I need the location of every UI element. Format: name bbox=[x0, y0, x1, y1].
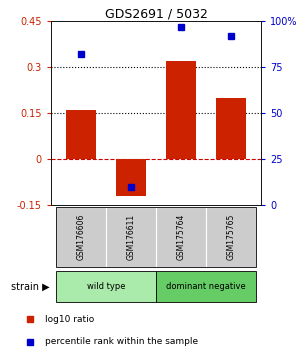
Text: dominant negative: dominant negative bbox=[166, 282, 246, 291]
Text: percentile rank within the sample: percentile rank within the sample bbox=[45, 337, 198, 346]
Text: GSM176611: GSM176611 bbox=[127, 214, 136, 260]
Bar bbox=[206, 207, 256, 267]
Text: strain ▶: strain ▶ bbox=[11, 281, 50, 292]
Bar bbox=[106, 207, 156, 267]
Text: GSM175764: GSM175764 bbox=[176, 214, 185, 260]
Bar bbox=[116, 159, 146, 196]
Text: GSM175765: GSM175765 bbox=[226, 214, 236, 260]
Text: log10 ratio: log10 ratio bbox=[45, 315, 94, 324]
Bar bbox=[156, 207, 206, 267]
Bar bbox=[216, 98, 246, 159]
Bar bbox=[56, 207, 256, 267]
Title: GDS2691 / 5032: GDS2691 / 5032 bbox=[105, 7, 207, 20]
Bar bbox=[56, 207, 106, 267]
Text: wild type: wild type bbox=[87, 282, 125, 291]
Bar bbox=[56, 271, 156, 302]
Bar bbox=[156, 271, 256, 302]
Bar bbox=[66, 110, 96, 159]
Text: GSM176606: GSM176606 bbox=[76, 214, 85, 260]
Bar bbox=[166, 61, 196, 159]
